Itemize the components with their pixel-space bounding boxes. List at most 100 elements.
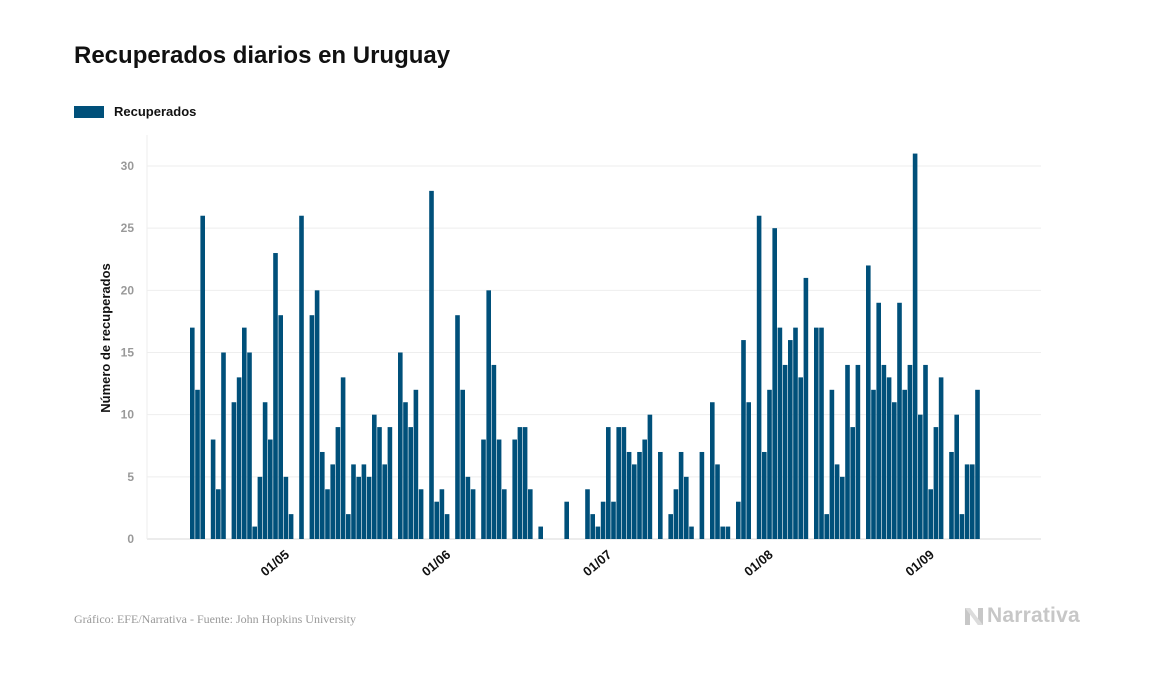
bar	[736, 501, 741, 539]
bar	[668, 514, 673, 539]
bar	[190, 327, 195, 539]
bar	[814, 327, 819, 539]
bar	[262, 402, 268, 539]
bar	[320, 451, 325, 539]
bar	[439, 489, 445, 539]
bar	[236, 377, 242, 539]
bar	[949, 451, 954, 539]
bar	[741, 340, 746, 539]
x-tick-label: 01/09	[902, 547, 937, 579]
y-axis-ticks: 0 5 10 15 20 25 30	[121, 159, 135, 546]
y-tick-label: 10	[121, 408, 135, 422]
bar	[268, 439, 273, 539]
bar	[928, 489, 933, 539]
bar	[689, 526, 694, 539]
bar	[710, 402, 715, 539]
bar	[444, 514, 450, 539]
bar	[840, 476, 845, 539]
bar	[408, 427, 413, 539]
bar	[398, 352, 403, 539]
bar	[413, 389, 419, 539]
y-tick-label: 5	[127, 470, 134, 484]
bar	[824, 514, 829, 539]
x-axis-ticks: 01/05 01/06 01/07 01/08 01/09	[258, 547, 937, 579]
bar	[434, 501, 439, 539]
bar	[564, 501, 569, 539]
bar	[335, 427, 341, 539]
bar	[886, 377, 892, 539]
bar	[621, 427, 627, 539]
bar	[195, 389, 200, 539]
bar	[637, 451, 642, 539]
bar	[585, 489, 590, 539]
brand-name: Narrativa	[987, 604, 1080, 627]
bar	[756, 215, 762, 540]
x-tick-label: 01/05	[258, 547, 293, 579]
bar	[907, 364, 913, 539]
bar	[486, 290, 491, 539]
bar	[866, 265, 871, 539]
x-tick-label: 01/07	[580, 547, 615, 579]
bar	[970, 464, 975, 539]
bar	[616, 427, 621, 539]
bar	[325, 489, 330, 539]
bar	[465, 476, 471, 539]
bar	[314, 290, 320, 539]
bar	[918, 414, 923, 539]
legend-label: Recuperados	[114, 104, 197, 119]
bar	[720, 526, 725, 539]
bar	[699, 451, 705, 539]
source-note: Gráfico: EFE/Narrativa - Fuente: John Ho…	[74, 612, 356, 626]
bar	[798, 377, 803, 539]
bar	[455, 315, 460, 539]
bar	[876, 302, 881, 539]
bar	[216, 489, 221, 539]
bar	[242, 327, 247, 539]
legend: Recuperados	[74, 104, 196, 119]
bar	[372, 414, 377, 539]
bar	[418, 489, 424, 539]
bar	[377, 427, 382, 539]
bar	[684, 476, 689, 539]
bar	[829, 389, 835, 539]
bar	[470, 489, 476, 539]
bar	[912, 153, 918, 539]
y-tick-label: 15	[121, 346, 135, 360]
bar	[283, 476, 289, 539]
bar	[538, 526, 543, 539]
bar	[299, 215, 304, 540]
bar	[309, 315, 315, 539]
legend-swatch	[74, 105, 104, 118]
bar	[834, 464, 840, 539]
bar	[782, 364, 788, 539]
bar	[502, 489, 507, 539]
chart-title: Recuperados diarios en Uruguay	[74, 42, 451, 69]
bar	[975, 389, 980, 539]
bar	[252, 526, 257, 539]
bar	[600, 501, 606, 539]
narrativa-logo-icon	[965, 608, 983, 625]
y-tick-label: 20	[121, 283, 135, 297]
bar	[429, 190, 434, 539]
bar	[496, 439, 502, 539]
bar	[522, 427, 528, 539]
bar	[845, 364, 850, 539]
bar	[959, 514, 965, 539]
bar	[278, 315, 283, 539]
bar	[356, 476, 361, 539]
bar	[366, 476, 372, 539]
bar	[481, 439, 486, 539]
grid	[146, 135, 1041, 540]
bar	[658, 451, 663, 539]
y-tick-label: 0	[127, 532, 134, 546]
bar	[210, 439, 216, 539]
bar	[897, 302, 902, 539]
bar	[881, 364, 887, 539]
bar	[678, 451, 684, 539]
bars	[190, 153, 980, 540]
bar	[923, 364, 928, 539]
bar	[746, 402, 751, 539]
bar	[725, 526, 731, 539]
bar	[330, 464, 335, 539]
